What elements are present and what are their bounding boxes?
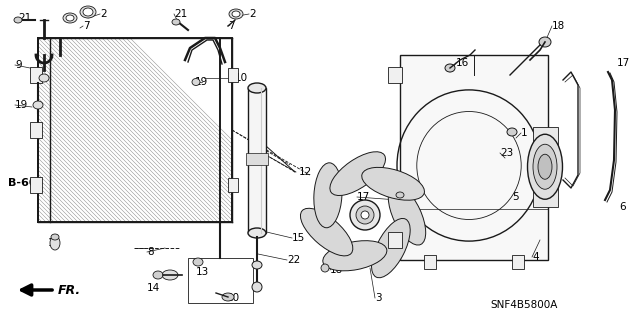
Ellipse shape — [33, 101, 43, 109]
Text: 22: 22 — [287, 255, 300, 265]
Bar — [30, 177, 42, 193]
Ellipse shape — [39, 74, 49, 82]
Ellipse shape — [533, 144, 557, 189]
Bar — [388, 67, 402, 83]
Ellipse shape — [66, 15, 74, 21]
Ellipse shape — [361, 211, 369, 219]
Ellipse shape — [172, 19, 180, 25]
Bar — [30, 67, 42, 83]
Ellipse shape — [192, 78, 200, 85]
Ellipse shape — [356, 206, 374, 224]
Bar — [388, 232, 402, 248]
Ellipse shape — [14, 17, 22, 23]
Bar — [246, 153, 268, 165]
Ellipse shape — [538, 154, 552, 179]
Ellipse shape — [388, 185, 426, 245]
Ellipse shape — [252, 282, 262, 292]
Ellipse shape — [445, 64, 455, 72]
Text: 13: 13 — [196, 267, 209, 277]
Ellipse shape — [252, 261, 262, 269]
Ellipse shape — [527, 134, 563, 199]
Text: B-60: B-60 — [8, 178, 36, 188]
Bar — [228, 68, 238, 82]
Ellipse shape — [300, 208, 353, 256]
Ellipse shape — [162, 270, 178, 280]
Ellipse shape — [50, 236, 60, 250]
Ellipse shape — [321, 264, 329, 272]
Text: 7: 7 — [83, 21, 90, 31]
Text: 3: 3 — [375, 293, 381, 303]
Text: 21: 21 — [18, 13, 31, 23]
Text: 15: 15 — [292, 233, 305, 243]
Text: 1: 1 — [521, 128, 527, 138]
Text: 4: 4 — [532, 252, 539, 262]
Ellipse shape — [63, 13, 77, 23]
Text: 23: 23 — [500, 148, 513, 158]
Ellipse shape — [248, 228, 266, 238]
Text: 19: 19 — [15, 100, 28, 110]
Bar — [424, 255, 436, 269]
Text: 10: 10 — [235, 73, 248, 83]
Ellipse shape — [83, 8, 93, 16]
Text: 17: 17 — [617, 58, 630, 68]
Ellipse shape — [507, 128, 517, 136]
Ellipse shape — [350, 200, 380, 230]
Ellipse shape — [362, 167, 424, 200]
Text: 21: 21 — [174, 9, 188, 19]
Text: FR.: FR. — [58, 284, 81, 296]
Ellipse shape — [330, 152, 385, 196]
Text: 20: 20 — [226, 293, 239, 303]
Text: 8: 8 — [147, 247, 154, 257]
Bar — [228, 178, 238, 192]
Text: 16: 16 — [456, 58, 469, 68]
Text: SNF4B5800A: SNF4B5800A — [490, 300, 557, 310]
Text: 5: 5 — [512, 192, 518, 202]
Text: 6: 6 — [619, 202, 626, 212]
Ellipse shape — [153, 271, 163, 279]
Ellipse shape — [232, 11, 240, 17]
Ellipse shape — [80, 6, 96, 18]
Ellipse shape — [193, 258, 203, 266]
Ellipse shape — [323, 241, 387, 271]
Bar — [400, 55, 548, 260]
Ellipse shape — [248, 83, 266, 93]
Text: 9: 9 — [15, 60, 22, 70]
Bar — [248, 88, 266, 233]
Text: 7: 7 — [228, 21, 235, 31]
Ellipse shape — [51, 234, 59, 240]
Ellipse shape — [229, 9, 243, 19]
Text: 11: 11 — [48, 238, 61, 248]
Text: 2: 2 — [249, 9, 255, 19]
Bar — [38, 38, 232, 222]
Text: 18: 18 — [330, 265, 343, 275]
Bar — [188, 258, 253, 303]
Text: 18: 18 — [552, 21, 565, 31]
Text: 14: 14 — [147, 283, 160, 293]
Text: 17: 17 — [357, 192, 371, 202]
Bar — [533, 127, 558, 207]
Bar — [512, 255, 524, 269]
Text: 19: 19 — [195, 77, 208, 87]
Ellipse shape — [396, 192, 404, 198]
Ellipse shape — [222, 293, 234, 301]
Ellipse shape — [372, 219, 410, 278]
Text: 12: 12 — [299, 167, 312, 177]
Ellipse shape — [314, 163, 342, 228]
Ellipse shape — [539, 37, 551, 47]
Text: 2: 2 — [100, 9, 107, 19]
Bar — [30, 122, 42, 138]
